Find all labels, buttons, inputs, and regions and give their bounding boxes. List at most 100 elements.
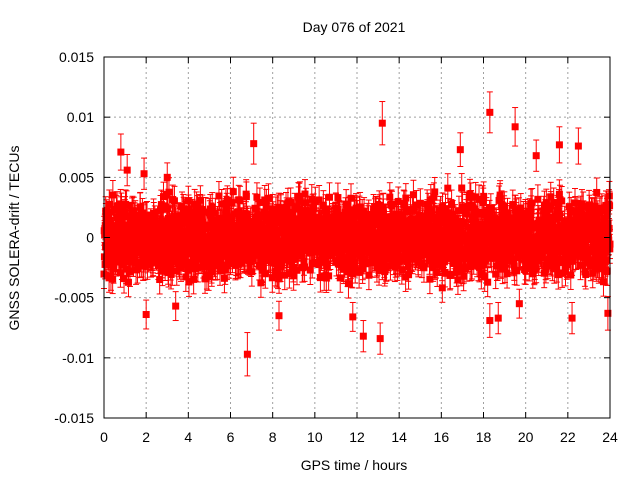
data-point	[182, 219, 190, 227]
data-point	[109, 275, 117, 283]
data-point	[107, 253, 115, 261]
data-point	[274, 215, 282, 223]
data-point	[229, 188, 237, 196]
data-point	[282, 203, 290, 211]
data-point	[325, 193, 333, 201]
data-point	[348, 269, 356, 277]
dense-data-band	[100, 173, 614, 303]
data-point	[156, 276, 164, 284]
data-point	[243, 210, 251, 218]
data-point	[300, 246, 308, 254]
data-point	[202, 208, 210, 216]
data-point	[304, 207, 312, 215]
data-point	[349, 253, 357, 261]
data-point	[306, 266, 314, 274]
data-point	[163, 205, 171, 213]
data-point	[269, 212, 277, 220]
data-point	[175, 224, 183, 232]
data-point	[258, 221, 266, 229]
data-point	[138, 209, 146, 217]
data-point	[308, 195, 316, 203]
data-point	[351, 265, 359, 273]
data-point	[293, 266, 301, 274]
data-point	[261, 270, 269, 278]
data-point	[220, 274, 228, 282]
data-point	[287, 198, 295, 206]
data-point	[190, 275, 198, 283]
data-point	[340, 263, 348, 271]
data-point	[253, 193, 261, 201]
data-point	[191, 230, 199, 238]
data-point	[218, 200, 226, 208]
data-point	[277, 263, 285, 271]
data-point	[360, 208, 368, 216]
data-point	[124, 278, 132, 286]
data-point	[112, 206, 120, 214]
data-point	[170, 197, 178, 205]
data-point	[196, 196, 204, 204]
data-point	[289, 244, 297, 252]
data-point	[235, 255, 243, 263]
data-point	[336, 212, 344, 220]
data-point	[149, 257, 157, 265]
data-point	[308, 247, 316, 255]
data-point	[227, 215, 235, 223]
data-point	[161, 262, 169, 270]
data-point	[319, 201, 327, 209]
data-point	[105, 200, 113, 208]
data-point	[242, 192, 250, 200]
data-point	[158, 267, 166, 275]
data-point	[343, 212, 351, 220]
data-point	[283, 216, 291, 224]
data-point	[181, 212, 189, 220]
data-point	[323, 263, 331, 271]
data-point	[157, 206, 165, 214]
data-point	[315, 196, 323, 204]
data-point	[216, 267, 224, 275]
data-point	[333, 224, 341, 232]
data-point	[223, 196, 231, 204]
data-point	[136, 203, 144, 211]
data-point	[316, 256, 324, 264]
data-point	[143, 261, 151, 269]
data-point	[134, 265, 142, 273]
data-point	[308, 215, 316, 223]
data-point	[118, 261, 126, 269]
data-point	[290, 272, 298, 280]
data-point	[208, 268, 216, 276]
data-point	[120, 275, 128, 283]
data-point	[301, 190, 309, 198]
data-point	[233, 221, 241, 229]
data-point	[123, 201, 131, 209]
data-point	[310, 204, 318, 212]
data-point	[290, 255, 298, 263]
data-point	[233, 247, 241, 255]
data-point	[174, 213, 182, 221]
data-point	[236, 197, 244, 205]
data-point	[173, 267, 181, 275]
data-point	[162, 231, 170, 239]
data-point	[302, 199, 310, 207]
data-point	[223, 204, 231, 212]
data-point	[281, 271, 289, 279]
data-point	[334, 260, 342, 268]
data-point	[168, 267, 176, 275]
data-point	[273, 249, 281, 257]
data-point	[167, 270, 175, 278]
data-point	[131, 211, 139, 219]
data-point	[356, 203, 364, 211]
data-point	[286, 233, 294, 241]
data-point	[185, 278, 193, 286]
data-point	[101, 260, 109, 268]
data-point	[360, 255, 368, 263]
data-point	[344, 280, 352, 288]
data-point	[207, 256, 215, 264]
data-point	[228, 199, 236, 207]
data-point	[342, 200, 350, 208]
data-point	[109, 265, 117, 273]
data-point	[126, 268, 134, 276]
data-point	[255, 212, 263, 220]
data-point	[322, 209, 330, 217]
data-point	[156, 255, 164, 263]
data-point	[325, 272, 333, 280]
